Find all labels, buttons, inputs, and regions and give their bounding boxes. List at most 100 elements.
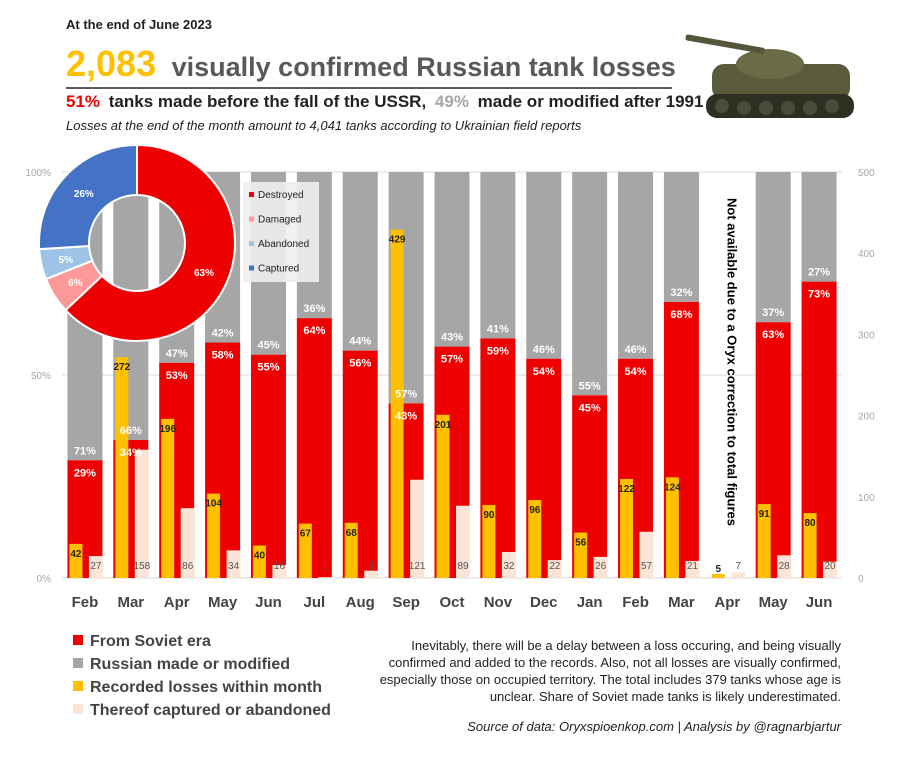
russian-bar: [755, 172, 791, 323]
donut-labels: 63% 6% 5% 26%: [59, 189, 215, 289]
captured-bar: [823, 561, 838, 578]
recorded-bar: [803, 513, 817, 578]
bar-plot: 0% 50% 100% 0 100 200 300 400 500 71% 29% 42 27 66%…: [25, 168, 875, 611]
legend-label: Russian made or modified: [90, 656, 290, 673]
recorded-bar: [665, 477, 679, 578]
right-tick-label: 100: [858, 493, 875, 504]
date-label: At the end of June 2023: [66, 17, 212, 32]
left-tick-label: 100%: [25, 168, 51, 179]
captured-label: 32: [503, 561, 515, 572]
recorded-bar: [574, 532, 588, 578]
recorded-bar: [757, 504, 771, 578]
captured-label: 89: [457, 561, 469, 572]
right-tick-label: 200: [858, 412, 875, 423]
recorded-bar: [252, 545, 266, 578]
donut-legend-swatch: [249, 192, 254, 197]
captured-bar: [639, 531, 654, 578]
x-tick-label: Oct: [439, 594, 464, 611]
right-tick-label: 500: [858, 168, 875, 179]
recorded-label: 68: [346, 528, 358, 539]
donut-legend-label: Destroyed: [258, 190, 304, 201]
russian-bar: [434, 172, 470, 347]
tank-photo-icon: [685, 34, 854, 118]
donut-legend-swatch: [249, 241, 254, 246]
russian-pct-label: 37%: [762, 307, 784, 319]
left-axis: 0% 50% 100%: [25, 168, 51, 585]
captured-label: 34: [228, 561, 240, 572]
russian-pct-label: 46%: [625, 344, 647, 356]
legend-label: Thereof captured or abandoned: [90, 702, 331, 719]
captured-label: 57: [641, 561, 653, 572]
russian-bar: [480, 172, 516, 339]
donut-slice-label: 26%: [74, 189, 94, 200]
recorded-label: 122: [618, 484, 635, 495]
captured-bar: [593, 556, 608, 578]
x-tick-label: Nov: [484, 594, 513, 611]
recorded-bar: [298, 523, 312, 578]
soviet-bar: [250, 354, 286, 578]
captured-label: 27: [90, 561, 102, 572]
recorded-label: 201: [435, 420, 452, 431]
donut-slice-destroyed: [64, 143, 236, 342]
recorded-label: 429: [389, 235, 406, 246]
recorded-label: 40: [254, 551, 266, 562]
captured-label: 121: [409, 561, 426, 572]
russian-pct-label: 27%: [808, 267, 830, 279]
captured-label: 158: [133, 561, 150, 572]
captured-label: 1: [323, 561, 329, 572]
donut-legend-label: Captured: [258, 264, 299, 275]
russian-bar: [663, 172, 699, 302]
recorded-label: 90: [483, 510, 495, 521]
subtitle-post-text: made or modified after 1991: [478, 92, 704, 111]
captured-bar: [272, 565, 287, 578]
recorded-label: 67: [300, 529, 312, 540]
recorded-label: 5: [716, 564, 722, 575]
soviet-pct-label: 68%: [670, 309, 692, 321]
recorded-bar: [711, 573, 725, 578]
recorded-bar: [620, 478, 634, 578]
x-tick-label: Apr: [164, 594, 190, 611]
donut-slice-label: 63%: [194, 268, 214, 279]
footer-line-2: confirmed and added to the records. Also…: [389, 655, 841, 670]
russian-pct-label: 36%: [303, 303, 325, 315]
bar-labels: 71%29%422766%34%27215847%53%1968642%58%1…: [70, 235, 836, 575]
captured-bar: [685, 560, 700, 578]
subtitle-soviet-pct: 51%: [66, 92, 100, 111]
legend-swatch: [73, 681, 83, 691]
footer-line-1: Inevitably, there will be a delay betwee…: [411, 638, 841, 653]
x-tick-label: Mar: [117, 594, 144, 611]
x-axis: Feb Mar Apr May Jun Jul Aug Sep Oct Nov Dec Jan Feb M…: [72, 594, 833, 611]
recorded-bar: [115, 357, 129, 578]
captured-bar: [88, 556, 103, 578]
soviet-pct-label: 34%: [120, 447, 142, 459]
soviet-pct-label: 73%: [808, 289, 830, 301]
footer-line-4: unclear. Share of Soviet made tanks is l…: [490, 689, 841, 704]
russian-pct-label: 46%: [533, 344, 555, 356]
x-tick-label: Jun: [255, 594, 282, 611]
captured-label: 28: [779, 561, 791, 572]
soviet-pct-label: 53%: [166, 370, 188, 382]
x-tick-label: Feb: [72, 594, 99, 611]
russian-pct-label: 66%: [120, 425, 142, 437]
donut-legend-swatch: [249, 216, 254, 222]
russian-pct-label: 44%: [349, 336, 371, 348]
legend-label: Recorded losses within month: [90, 679, 322, 696]
x-tick-label: Mar: [668, 594, 695, 611]
captured-label: 21: [687, 561, 699, 572]
captured-bar: [318, 577, 333, 578]
donut-legend: Destroyed Damaged Abandoned Captured: [249, 190, 309, 275]
x-tick-label: Jul: [304, 594, 326, 611]
russian-pct-label: 55%: [579, 380, 601, 392]
captured-label: 16: [274, 561, 286, 572]
subtitle-post-pct: 49%: [435, 92, 469, 111]
soviet-pct-label: 55%: [257, 362, 279, 374]
x-tick-label: Jun: [806, 594, 833, 611]
captured-bar: [501, 552, 516, 578]
x-tick-label: May: [208, 594, 238, 611]
main-legend: From Soviet era Russian made or modified R…: [73, 633, 331, 719]
captured-label: 7: [736, 561, 742, 572]
soviet-pct-label: 58%: [212, 350, 234, 362]
donut-slice-label: 6%: [68, 278, 83, 289]
recorded-bar: [207, 493, 221, 578]
recorded-bar: [436, 414, 450, 578]
